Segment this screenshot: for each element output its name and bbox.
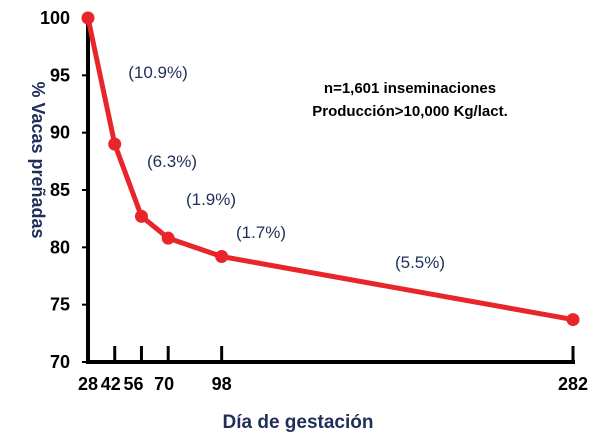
data-point [215,250,229,264]
interval-annotations: (10.9%) (6.3%) (1.9%)(1.7%) (5.5%) [128,63,445,272]
interval-annotation: (6.3%) [147,152,197,171]
x-tick-label: 70 [154,374,174,394]
y-tick-label: 70 [50,352,70,372]
series-line [85,17,574,323]
interval-annotation: (5.5%) [395,253,445,272]
interval-annotation: (1.7%) [236,223,286,242]
y-tick-label: 80 [50,237,70,257]
x-tick-label: 282 [558,374,588,394]
y-tick-label: 95 [50,65,70,85]
interval-annotation: (1.9%) [186,190,236,209]
data-point [161,231,175,245]
y-ticks: 70 75 80 85 90 95 100 [40,8,88,372]
interval-annotation: (10.9%) [128,63,188,82]
y-tick-label: 90 [50,123,70,143]
data-point [566,313,580,327]
sample-note-line-1: n=1,601 inseminaciones [324,80,496,97]
data-point [81,11,95,25]
y-tick-label: 75 [50,295,70,315]
data-points [81,11,580,327]
x-tick-label: 98 [212,374,232,394]
x-tick-label: 28 [78,374,98,394]
x-tick-label: 56 [123,374,143,394]
x-ticks: 28 42 56 70 98 282 [78,346,588,394]
y-tick-label: 85 [50,180,70,200]
y-tick-label: 100 [40,8,70,28]
y-axis-label: % Vacas preñadas [28,81,48,238]
x-axis-label: Día de gestación [223,412,374,433]
data-point [108,137,122,151]
data-point [134,209,148,223]
sample-note-line-2: Producción>10,000 Kg/lact. [312,103,508,120]
x-tick-label: 42 [101,374,121,394]
